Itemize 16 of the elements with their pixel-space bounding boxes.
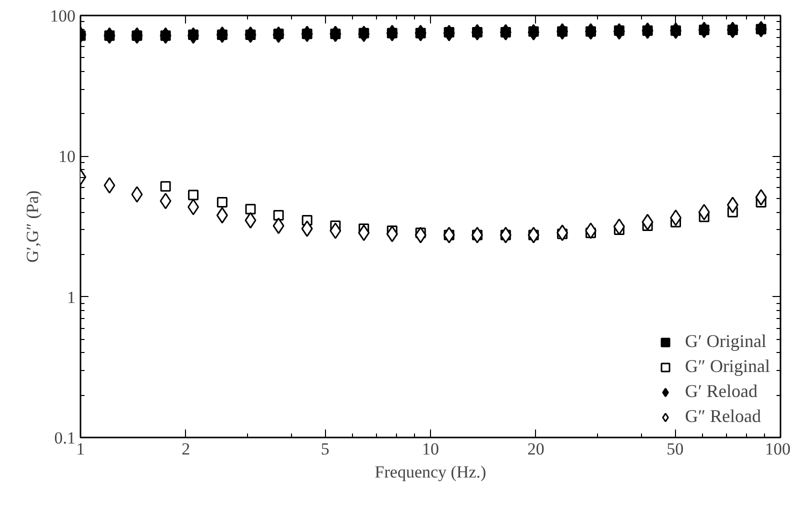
x-tick-label: 5 — [320, 440, 330, 458]
x-axis-title: Frequency (Hz.) — [374, 462, 486, 482]
legend-label: G′ Reload — [685, 381, 758, 402]
y-tick-label: 1 — [67, 288, 76, 307]
y-tick-label: 10 — [58, 147, 76, 166]
x-tick-label: 10 — [422, 440, 439, 458]
x-tick-label: 2 — [182, 440, 190, 458]
y-axis-title: G′,G″ (Pa) — [23, 190, 42, 263]
legend-label: G″ Reload — [685, 406, 761, 427]
x-tick-label: 20 — [527, 440, 544, 458]
legend-label: G″ Original — [685, 356, 770, 377]
y-tick-label: 100 — [50, 6, 76, 26]
legend-label: G′ Original — [685, 331, 766, 352]
y-tick-label: 0.1 — [54, 428, 76, 448]
x-tick-label: 50 — [666, 440, 684, 458]
x-tick-label: 100 — [765, 440, 790, 458]
